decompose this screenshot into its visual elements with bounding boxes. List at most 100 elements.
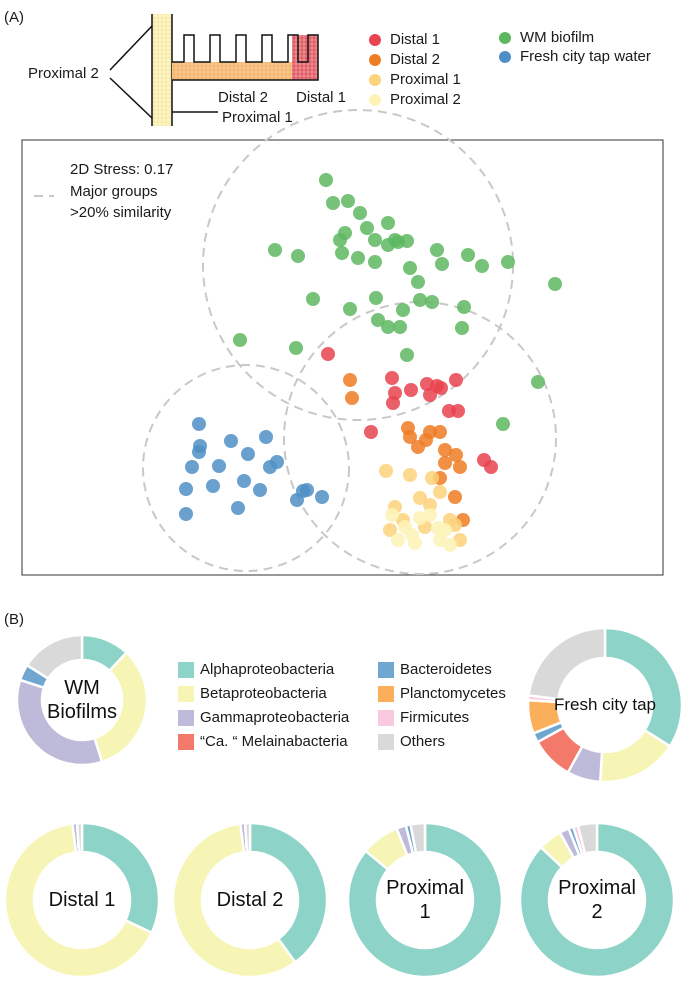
point bbox=[231, 501, 245, 515]
point bbox=[368, 255, 382, 269]
point bbox=[381, 320, 395, 334]
point bbox=[290, 493, 304, 507]
point bbox=[343, 373, 357, 387]
legend-swatch bbox=[378, 686, 394, 702]
point bbox=[179, 507, 193, 521]
point bbox=[300, 483, 314, 497]
annotation: 2D Stress: 0.17 bbox=[70, 161, 173, 178]
legend-label: WM biofilm bbox=[520, 29, 594, 46]
point bbox=[321, 347, 335, 361]
legend-swatch bbox=[378, 662, 394, 678]
donut-slice bbox=[25, 633, 84, 681]
donut-slice bbox=[243, 821, 252, 854]
point bbox=[259, 430, 273, 444]
point bbox=[179, 482, 193, 496]
point bbox=[411, 275, 425, 289]
point bbox=[531, 375, 545, 389]
donut-slice bbox=[3, 822, 154, 979]
point bbox=[449, 373, 463, 387]
legend-label: Distal 1 bbox=[390, 31, 440, 48]
point bbox=[268, 243, 282, 257]
donut-slice bbox=[75, 821, 84, 854]
donut-center-label: WM Biofilms bbox=[46, 677, 117, 723]
point bbox=[383, 523, 397, 537]
legend-label: Proximal 2 bbox=[390, 91, 461, 108]
point bbox=[386, 396, 400, 410]
point bbox=[501, 255, 515, 269]
point bbox=[423, 388, 437, 402]
legend-marker bbox=[499, 51, 511, 63]
point bbox=[315, 490, 329, 504]
point bbox=[453, 460, 467, 474]
point bbox=[364, 425, 378, 439]
legend-marker bbox=[499, 32, 511, 44]
point bbox=[442, 404, 456, 418]
donut-slice bbox=[527, 626, 607, 701]
donut-slice bbox=[518, 821, 676, 979]
point bbox=[430, 243, 444, 257]
legend-marker bbox=[369, 94, 381, 106]
donut-slice bbox=[409, 821, 427, 855]
point bbox=[413, 293, 427, 307]
legend-label: Betaproteobacteria bbox=[200, 685, 327, 702]
point bbox=[192, 417, 206, 431]
donut-slice bbox=[576, 821, 599, 856]
point bbox=[326, 196, 340, 210]
point bbox=[385, 371, 399, 385]
point bbox=[333, 233, 347, 247]
point bbox=[391, 235, 405, 249]
donut-slice bbox=[248, 821, 329, 965]
legend-marker bbox=[369, 34, 381, 46]
point bbox=[291, 249, 305, 263]
legend-label: Gammaproteobacteria bbox=[200, 709, 350, 726]
legend-swatch bbox=[178, 686, 194, 702]
point bbox=[425, 295, 439, 309]
point bbox=[353, 206, 367, 220]
point bbox=[455, 321, 469, 335]
donut-slice bbox=[92, 650, 149, 764]
point bbox=[496, 417, 510, 431]
point bbox=[393, 320, 407, 334]
point bbox=[212, 459, 226, 473]
legend-label: Others bbox=[400, 733, 445, 750]
legend-label: Firmicutes bbox=[400, 709, 469, 726]
point bbox=[548, 277, 562, 291]
pipe-diagram bbox=[109, 14, 319, 126]
point bbox=[206, 479, 220, 493]
donut-center-label: Distal 2 bbox=[216, 889, 284, 911]
point bbox=[391, 533, 405, 547]
diagram-label: Distal 1 bbox=[296, 89, 346, 106]
legend-swatch bbox=[178, 710, 194, 726]
point bbox=[385, 508, 399, 522]
point bbox=[434, 381, 448, 395]
donut-slice bbox=[15, 678, 104, 767]
panel-label: (A) bbox=[4, 9, 24, 26]
donut-slice bbox=[171, 822, 298, 979]
point bbox=[403, 261, 417, 275]
plot-frame bbox=[21, 139, 664, 576]
point bbox=[396, 303, 410, 317]
point bbox=[185, 460, 199, 474]
point bbox=[400, 348, 414, 362]
point bbox=[449, 448, 463, 462]
point bbox=[360, 221, 374, 235]
legend-swatch bbox=[178, 734, 194, 750]
point bbox=[369, 291, 383, 305]
point bbox=[438, 523, 452, 537]
legend-marker bbox=[369, 54, 381, 66]
point bbox=[457, 300, 471, 314]
point bbox=[192, 445, 206, 459]
point bbox=[475, 259, 489, 273]
legend-swatch bbox=[178, 662, 194, 678]
point bbox=[241, 447, 255, 461]
legend-label: Bacteroidetes bbox=[400, 661, 492, 678]
donut-slice bbox=[80, 821, 161, 935]
point bbox=[371, 313, 385, 327]
point bbox=[484, 460, 498, 474]
legend-label: Alphaproteobacteria bbox=[200, 661, 335, 678]
point bbox=[306, 292, 320, 306]
diagram-label: Distal 2 bbox=[218, 89, 268, 106]
point bbox=[411, 440, 425, 454]
point bbox=[253, 483, 267, 497]
